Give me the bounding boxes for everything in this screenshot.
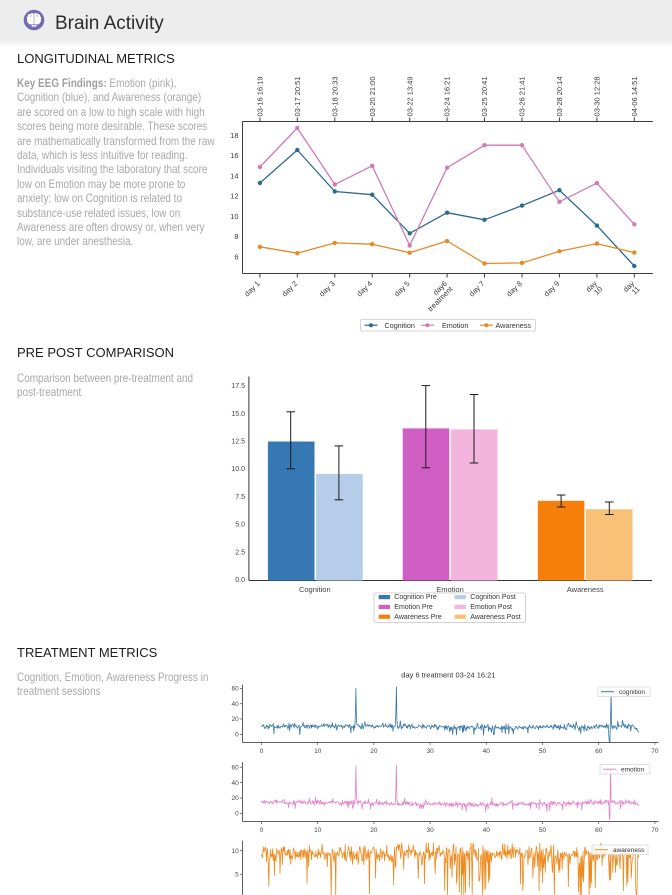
svg-text:30: 30 bbox=[426, 748, 434, 755]
svg-text:Emotion: Emotion bbox=[442, 321, 468, 330]
svg-text:Cognition Pre: Cognition Pre bbox=[394, 594, 437, 601]
svg-text:5: 5 bbox=[235, 871, 239, 878]
svg-text:60: 60 bbox=[231, 686, 239, 693]
svg-text:20: 20 bbox=[370, 827, 378, 834]
svg-text:04-06 14:51: 04-06 14:51 bbox=[630, 76, 639, 116]
svg-text:6: 6 bbox=[234, 253, 238, 262]
svg-text:03-22 13:49: 03-22 13:49 bbox=[405, 76, 414, 116]
svg-text:day 7: day 7 bbox=[467, 279, 486, 298]
svg-text:10: 10 bbox=[314, 827, 322, 834]
svg-text:60: 60 bbox=[595, 827, 603, 834]
svg-text:0.0: 0.0 bbox=[235, 577, 245, 584]
svg-text:day 1: day 1 bbox=[242, 279, 261, 298]
svg-text:70: 70 bbox=[651, 748, 659, 755]
svg-text:awareness: awareness bbox=[613, 847, 645, 854]
svg-text:cognition: cognition bbox=[619, 689, 645, 696]
svg-text:day 5: day 5 bbox=[392, 279, 411, 298]
svg-text:50: 50 bbox=[539, 827, 547, 834]
svg-text:40: 40 bbox=[231, 780, 239, 787]
svg-text:10.0: 10.0 bbox=[231, 466, 245, 473]
svg-text:20: 20 bbox=[231, 795, 239, 802]
svg-text:30: 30 bbox=[426, 827, 434, 834]
svg-text:0: 0 bbox=[260, 748, 264, 755]
svg-text:0: 0 bbox=[260, 827, 264, 834]
svg-text:Awareness: Awareness bbox=[496, 321, 532, 330]
svg-text:03-26 21:41: 03-26 21:41 bbox=[518, 76, 527, 116]
svg-text:60: 60 bbox=[231, 764, 239, 771]
svg-text:03-18 20:33: 03-18 20:33 bbox=[330, 76, 339, 116]
svg-text:10: 10 bbox=[231, 848, 239, 855]
svg-text:16: 16 bbox=[230, 151, 238, 160]
svg-text:day 9: day 9 bbox=[542, 279, 561, 298]
svg-text:03-28 20:14: 03-28 20:14 bbox=[555, 76, 564, 116]
svg-text:day 6 treatment 03-24 16:21: day 6 treatment 03-24 16:21 bbox=[401, 671, 495, 680]
svg-text:Cognition: Cognition bbox=[385, 321, 415, 330]
svg-text:day 2: day 2 bbox=[280, 279, 299, 298]
svg-text:03-24 16:21: 03-24 16:21 bbox=[443, 76, 452, 116]
svg-text:10: 10 bbox=[230, 212, 238, 221]
svg-text:11: 11 bbox=[630, 285, 642, 297]
svg-text:7.5: 7.5 bbox=[235, 494, 245, 501]
svg-text:18: 18 bbox=[230, 131, 238, 140]
svg-text:day 3: day 3 bbox=[317, 279, 336, 298]
svg-text:Cognition: Cognition bbox=[299, 585, 331, 594]
svg-text:17.5: 17.5 bbox=[231, 383, 245, 390]
svg-text:60: 60 bbox=[595, 748, 603, 755]
svg-text:Awareness: Awareness bbox=[567, 585, 604, 594]
svg-text:70: 70 bbox=[651, 827, 659, 834]
svg-text:12: 12 bbox=[230, 192, 238, 201]
svg-text:40: 40 bbox=[483, 748, 491, 755]
svg-text:Cognition Post: Cognition Post bbox=[470, 594, 516, 601]
svg-text:40: 40 bbox=[231, 701, 239, 708]
svg-text:50: 50 bbox=[539, 748, 547, 755]
svg-text:day 8: day 8 bbox=[505, 279, 524, 298]
svg-text:20: 20 bbox=[370, 748, 378, 755]
svg-text:14: 14 bbox=[230, 171, 238, 180]
svg-text:03-30 12:28: 03-30 12:28 bbox=[592, 76, 601, 116]
svg-text:Awareness Post: Awareness Post bbox=[470, 614, 521, 621]
svg-text:20: 20 bbox=[231, 716, 239, 723]
svg-text:40: 40 bbox=[483, 827, 491, 834]
svg-text:0: 0 bbox=[235, 732, 239, 739]
svg-text:Emotion Pre: Emotion Pre bbox=[394, 604, 433, 611]
svg-text:03-25 20:41: 03-25 20:41 bbox=[480, 76, 489, 116]
svg-text:10: 10 bbox=[314, 748, 322, 755]
svg-text:Emotion: Emotion bbox=[436, 585, 464, 594]
svg-text:03-20 21:00: 03-20 21:00 bbox=[368, 76, 377, 116]
svg-text:8: 8 bbox=[234, 232, 238, 241]
svg-text:15.0: 15.0 bbox=[231, 411, 245, 418]
svg-text:0: 0 bbox=[235, 811, 239, 818]
svg-text:Awareness Pre: Awareness Pre bbox=[394, 614, 441, 621]
svg-text:12.5: 12.5 bbox=[231, 439, 245, 446]
svg-text:03-16 16:19: 03-16 16:19 bbox=[256, 76, 265, 116]
svg-text:03-17 20:51: 03-17 20:51 bbox=[293, 76, 302, 116]
svg-text:Emotion Post: Emotion Post bbox=[470, 604, 512, 611]
svg-text:emotion: emotion bbox=[621, 767, 645, 774]
svg-text:5.0: 5.0 bbox=[235, 522, 245, 529]
svg-text:2.5: 2.5 bbox=[235, 549, 245, 556]
svg-text:day 4: day 4 bbox=[355, 279, 374, 298]
